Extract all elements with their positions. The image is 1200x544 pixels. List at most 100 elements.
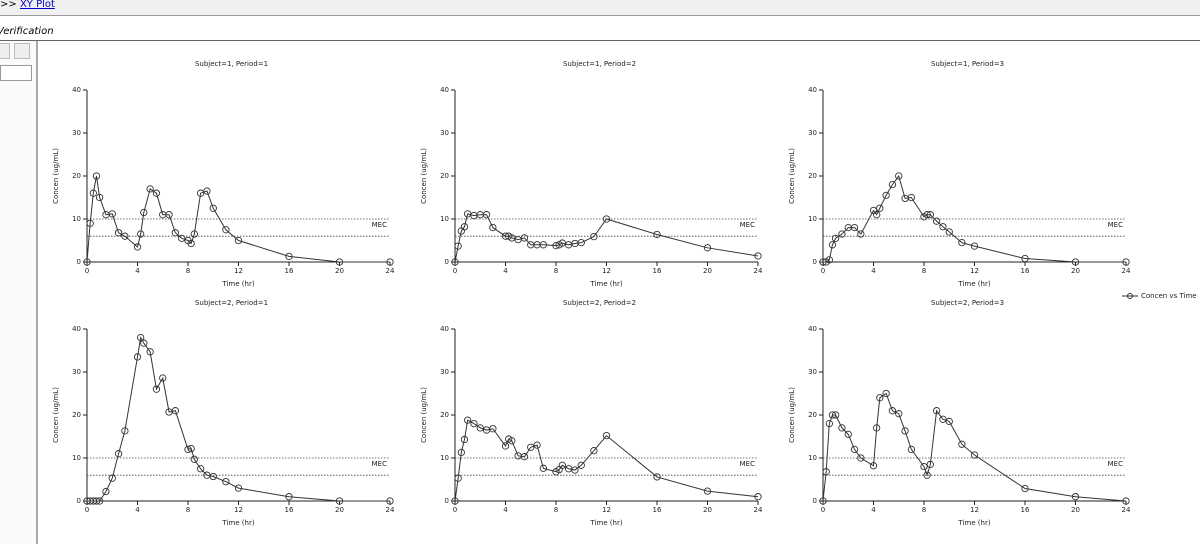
reference-label: MEC — [372, 221, 387, 229]
data-point — [923, 471, 931, 479]
data-point — [146, 348, 154, 356]
breadcrumb-prefix: >> — [0, 0, 17, 10]
data-point — [178, 234, 186, 243]
data-point — [932, 217, 941, 225]
data-line — [87, 336, 390, 502]
x-tick-label: 24 — [754, 267, 763, 275]
data-point — [653, 230, 661, 239]
x-tick-label: 20 — [1071, 506, 1080, 514]
y-tick-label: 0 — [445, 497, 449, 505]
y-tick-label: 30 — [440, 368, 449, 376]
y-tick-label: 40 — [440, 325, 449, 333]
x-tick-label: 16 — [653, 267, 662, 275]
x-tick-label: 0 — [821, 267, 825, 275]
y-tick-label: 20 — [440, 411, 449, 419]
data-point — [907, 193, 916, 202]
breadcrumb-bar: >> XY Plot — [0, 0, 1200, 16]
y-axis-label: Concen (ug/mL) — [420, 387, 428, 443]
data-point — [108, 474, 116, 482]
data-point — [850, 223, 859, 232]
data-point — [171, 229, 180, 237]
y-tick-label: 30 — [808, 129, 817, 137]
x-axis-label: Time (hr) — [957, 280, 990, 288]
data-point — [932, 407, 941, 415]
data-point — [754, 493, 762, 501]
data-point — [386, 497, 394, 505]
x-axis-label: Time (hr) — [957, 519, 990, 527]
data-point — [133, 353, 142, 361]
reference-label: MEC — [1108, 221, 1123, 229]
data-point — [159, 374, 167, 382]
input-box[interactable] — [0, 65, 32, 81]
chart-title: Subject=1, Period=2 — [563, 60, 636, 68]
data-point — [92, 172, 101, 180]
y-tick-label: 40 — [808, 86, 817, 94]
chart-panel: Subject=1, Period=2 0 10 20 30 40 0 4 8 12 16 20 24 T… — [420, 60, 763, 288]
y-tick-label: 0 — [445, 258, 449, 266]
data-point — [114, 229, 123, 237]
data-point — [209, 204, 217, 212]
data-point — [285, 252, 293, 261]
data-point — [926, 211, 934, 219]
data-point — [165, 211, 173, 219]
x-tick-label: 8 — [922, 506, 926, 514]
data-point — [901, 427, 909, 435]
tab-title[interactable]: Verification — [0, 26, 54, 37]
data-point — [923, 211, 931, 219]
x-axis-label: Time (hr) — [221, 280, 254, 288]
data-point — [920, 462, 928, 471]
chart-title: Subject=1, Period=3 — [931, 60, 1004, 68]
x-tick-label: 4 — [135, 267, 140, 275]
x-tick-label: 16 — [1021, 506, 1030, 514]
y-tick-label: 0 — [813, 497, 817, 505]
data-point — [850, 445, 859, 454]
y-tick-label: 40 — [808, 325, 817, 333]
data-point — [335, 258, 344, 266]
data-point — [1071, 493, 1080, 501]
data-point — [476, 424, 484, 432]
x-tick-label: 4 — [135, 506, 140, 514]
data-point — [489, 223, 497, 232]
data-point — [470, 419, 478, 428]
breadcrumb-link[interactable]: XY Plot — [19, 0, 55, 10]
x-tick-label: 24 — [1122, 506, 1131, 514]
toolbar-button[interactable] — [0, 43, 10, 59]
data-point — [457, 448, 465, 457]
data-point — [888, 407, 897, 415]
data-line — [823, 174, 1126, 263]
data-point — [121, 427, 129, 435]
data-point — [140, 208, 148, 217]
data-point — [137, 230, 145, 238]
data-point — [196, 189, 205, 197]
x-tick-label: 12 — [602, 267, 611, 275]
data-point — [187, 239, 195, 248]
data-point — [653, 473, 661, 481]
data-point — [83, 258, 91, 266]
data-point — [958, 440, 966, 448]
data-point — [838, 230, 846, 238]
reference-label: MEC — [740, 460, 755, 468]
data-point — [838, 424, 846, 432]
y-tick-label: 10 — [440, 454, 449, 462]
data-point — [926, 460, 934, 469]
data-point — [152, 189, 161, 197]
y-tick-label: 0 — [77, 497, 81, 505]
toolbar-button[interactable] — [14, 43, 30, 59]
chart-title: Subject=2, Period=3 — [931, 299, 1004, 307]
data-point — [552, 242, 560, 250]
x-tick-label: 0 — [453, 506, 457, 514]
data-point — [133, 243, 142, 251]
x-tick-label: 8 — [186, 506, 190, 514]
data-point — [857, 454, 865, 462]
data-point — [285, 493, 293, 501]
y-tick-label: 0 — [77, 258, 81, 266]
y-tick-label: 30 — [808, 368, 817, 376]
y-tick-label: 30 — [440, 129, 449, 137]
data-point — [190, 230, 198, 238]
data-line — [454, 213, 759, 263]
data-point — [577, 238, 585, 247]
data-point — [577, 461, 585, 469]
y-tick-label: 20 — [72, 172, 81, 180]
reference-label: MEC — [1108, 460, 1123, 468]
